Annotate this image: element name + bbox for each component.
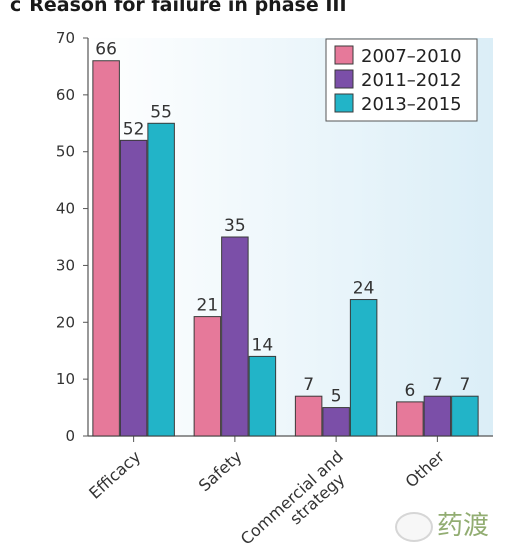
bar: [147, 122, 175, 437]
panel-letter: c: [10, 0, 22, 16]
legend-swatch: [334, 69, 354, 89]
y-tick-label: 20: [56, 313, 75, 331]
bar: [322, 407, 350, 437]
bar: [451, 395, 479, 437]
x-tick-label-line: Efficacy: [85, 447, 144, 503]
legend-swatch: [334, 45, 354, 65]
data-label: 7: [432, 375, 443, 395]
y-tick-label: 40: [56, 200, 75, 218]
bar: [221, 236, 249, 437]
x-tick-label: Commercial andstrategy: [237, 447, 359, 557]
chart-title-text: Reason for failure in phase III: [29, 0, 347, 16]
data-label: 55: [150, 102, 172, 122]
legend-label: 2007–2010: [361, 46, 462, 67]
data-label: 24: [353, 279, 375, 299]
y-tick-label: 10: [56, 370, 75, 388]
chart-title: c Reason for failure in phase III: [10, 0, 347, 16]
bar: [396, 401, 424, 437]
y-tick-label: 0: [65, 427, 75, 445]
bar: [248, 355, 277, 437]
x-tick-label: Safety: [195, 447, 246, 495]
legend-label: 2013–2015: [361, 94, 462, 115]
bar: [349, 299, 378, 437]
watermark-text: 药渡: [437, 511, 490, 541]
bar: [294, 395, 323, 437]
legend-label: 2011–2012: [361, 70, 462, 91]
data-label: 7: [459, 375, 470, 395]
bar: [423, 395, 452, 437]
legend-swatch: [334, 93, 354, 113]
data-label: 7: [303, 375, 314, 395]
bar: [92, 60, 120, 437]
y-tick-label: 70: [56, 29, 75, 47]
x-tick-label: Other: [402, 447, 449, 492]
y-tick-label: 30: [56, 256, 75, 274]
bar: [119, 139, 148, 437]
x-tick-label-line: Safety: [195, 447, 246, 495]
x-tick-label: Efficacy: [85, 447, 144, 503]
y-tick-label: 60: [56, 86, 75, 104]
data-label: 14: [252, 335, 274, 355]
data-label: 5: [331, 387, 342, 407]
data-label: 35: [224, 216, 246, 236]
wechat-icon: [395, 511, 433, 542]
data-label: 66: [95, 40, 117, 60]
y-tick-label: 50: [56, 143, 75, 161]
bar: [193, 316, 222, 437]
data-label: 21: [197, 296, 219, 316]
x-tick-label-line: Other: [402, 447, 449, 492]
data-label: 52: [123, 119, 145, 139]
data-label: 6: [404, 381, 415, 401]
watermark: 药渡: [395, 505, 489, 542]
